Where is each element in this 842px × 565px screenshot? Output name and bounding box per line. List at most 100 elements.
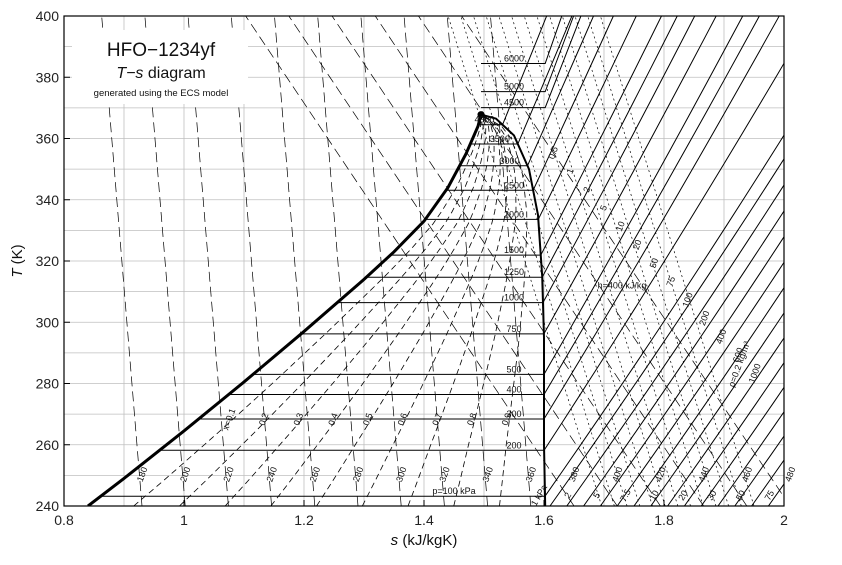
x-tick-label: 1.6 [534,512,554,528]
isobar-line-low [616,261,784,506]
quality-line [480,114,528,506]
isenthalp-label: 440 [697,466,712,484]
isochore-label: 200 [697,309,712,327]
chart-subtitle: T−s diagram [116,65,205,82]
quality-label: 0.6 [396,412,410,427]
isochore-label: 1 [564,167,575,175]
isobar-label: 4000 [475,115,495,125]
low-pressure-label: 7.5 [618,487,633,503]
isochore-label: 100 [680,291,695,309]
isenthalp-line [317,16,359,506]
isobar-label: p=100 kPa [432,486,475,496]
isobar-line-low [650,312,784,506]
grid [64,16,784,506]
low-pressure-label: 75 [763,488,777,502]
isobar-label: 200 [506,440,521,450]
isobar-label: 6000 [504,53,524,63]
isobar-line [198,16,780,420]
x-tick-label: 1 [180,512,188,528]
isenthalp-line [374,16,704,506]
isobar-line-low [633,286,784,506]
isenthalp-label: 200 [178,466,193,484]
isenthalp-label: 340 [481,466,496,484]
property-lines [87,16,784,506]
isochore-line [523,16,679,506]
isochore-label: 0.5 [546,145,560,160]
isenthalp-label: 400 [610,466,625,484]
isobar-label: 3500 [490,134,510,144]
isenthalp-label: 320 [437,466,452,484]
isobar-label: 1500 [504,245,524,255]
isochore-label: 20 [631,238,644,251]
isochore-label: 2 [581,185,592,193]
low-pressure-label: 50 [734,488,748,502]
y-tick-label: 360 [36,131,60,147]
quality-line [179,114,484,506]
quality-line [407,114,508,506]
y-tick-label: 240 [36,498,60,514]
isobar-line-low [583,210,784,506]
isobar-label: 2500 [504,180,524,190]
chart-note: generated using the ECS model [94,88,229,99]
isochore-line [587,16,742,506]
quality-label: 0.7 [430,412,444,427]
isenthalp-special-label: h=400 kJ/kg [598,281,647,291]
isobar-line [301,16,717,335]
isochore-label: 600 [731,346,746,364]
saturated-vapor-line [480,113,547,506]
x-tick-label: 2 [780,512,788,528]
quality-label: 0.9 [500,412,514,427]
quality-label: 0.2 [257,412,271,427]
isobar-line-low [717,410,784,506]
isochore-line [600,16,755,506]
isochore-line [485,16,641,506]
saturated-liquid-line [87,114,483,506]
isenthalp-label: 360 [524,466,539,484]
isenthalp-label: 300 [394,466,409,484]
isochore-label: 5 [598,204,609,212]
isobar-line [100,134,784,497]
isenthalp-line [461,16,784,498]
low-pressure-label: 5 [591,491,602,500]
isochore-line [549,16,704,506]
isobar-line [390,16,663,256]
isochore-line [473,16,628,506]
isobar-line-low [734,435,784,506]
isobar-line-low [566,184,784,506]
quality-label: 0.4 [326,412,340,427]
critical-point [477,111,485,119]
x-tick-label: 1.8 [654,512,674,528]
y-tick-label: 280 [36,376,60,392]
isochore-line [536,16,691,506]
isochore-line [561,16,717,506]
isochore-label: 400 [714,328,729,346]
isobar-line-low [667,337,784,506]
x-tick-label: 0.8 [54,512,74,528]
isobar-label: 3000 [499,156,519,166]
isobar-line [481,16,575,93]
isobar-line-low [683,361,784,506]
x-tick-label: 1.2 [294,512,314,528]
quality-line [316,114,495,506]
isenthalp-label: 480 [783,466,798,484]
isobar-line-low [751,459,784,506]
isochore-line [574,16,729,506]
isenthalp-line [288,16,618,506]
isenthalp-line [403,16,445,506]
isobar-line [481,16,563,64]
isochore-line [498,16,653,506]
low-pressure-label: 2 [562,491,573,500]
isobar-label: 1250 [504,267,524,277]
isobar-line [366,16,678,278]
isobar-label: 2000 [504,209,524,219]
isenthalp-label: 280 [351,466,366,484]
isenthalp-line [245,16,575,506]
x-tick-label: 1.4 [414,512,434,528]
quality-label: 0.3 [292,412,306,427]
isobar-line [253,16,744,375]
isenthalp-label: 460 [740,466,755,484]
quality-label: 0.5 [361,412,375,427]
isobar-label: 300 [506,409,521,419]
quality-line [133,114,482,506]
